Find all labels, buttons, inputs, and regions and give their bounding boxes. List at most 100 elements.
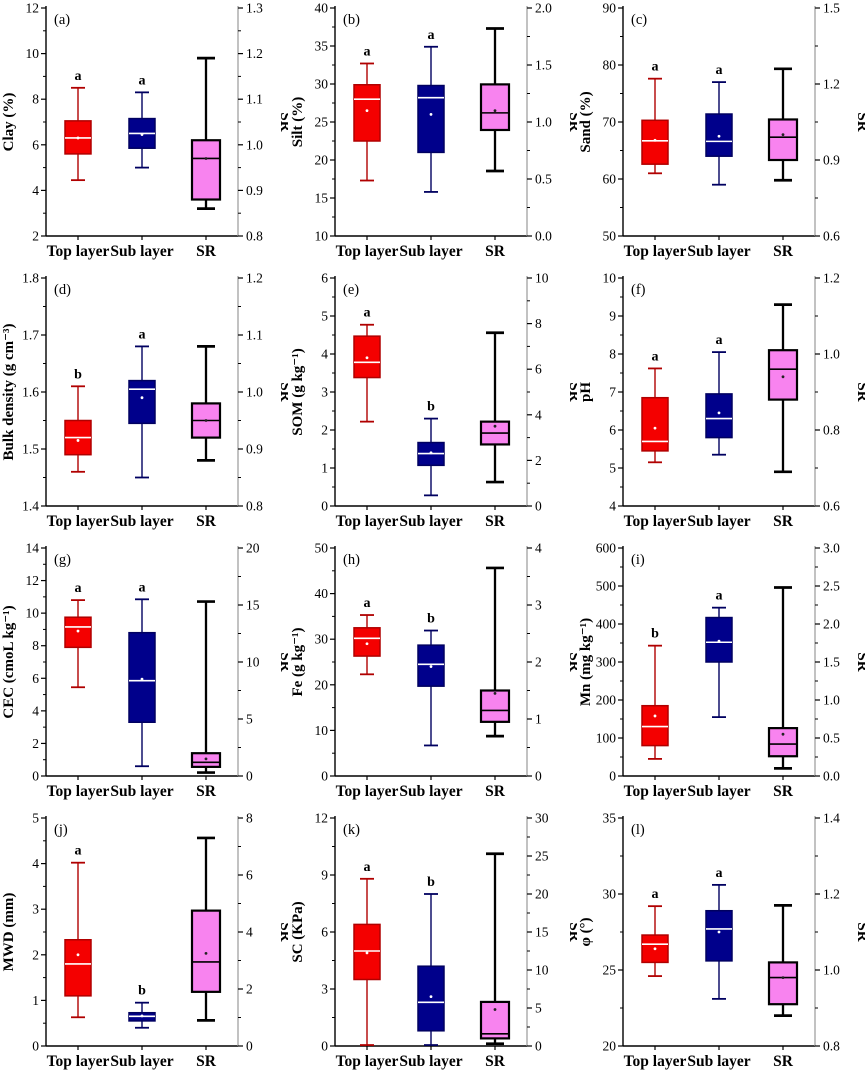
sig-letter: a [139, 73, 146, 88]
left-tick-label: 70 [603, 115, 617, 130]
right-tick-label: 1.0 [823, 693, 840, 708]
iqr-box [190, 909, 222, 993]
iqr-box [128, 379, 156, 425]
left-tick-label: 50 [315, 541, 329, 556]
right-tick-label: 0.8 [246, 229, 263, 244]
left-tick-label: 15 [315, 191, 329, 206]
panel-i-chart: 0 100 200 300 400 500 600 0.0 0.5 1.0 1.5 2.0 2.5 3.0… [578, 541, 866, 801]
right-tick-label: 2 [246, 982, 253, 997]
left-tick-label: 90 [603, 1, 617, 16]
mean-marker [781, 375, 785, 379]
right-tick-label: 1.1 [246, 92, 263, 107]
panel-e: 0 1 2 3 4 5 6 0 2 4 6 8 10 (e) SOM (g kg⁻¹) SR Top layer… [289, 270, 582, 545]
right-tick-label: 0.9 [246, 183, 263, 198]
iqr-box [353, 84, 381, 142]
left-tick-label: 0 [321, 769, 328, 784]
left-axis-title: Silt (%) [290, 97, 306, 147]
mean-marker [204, 419, 208, 422]
panel-h-chart: 0 10 20 30 40 50 0 1 2 3 4 (h) Fe (g kg⁻¹) SR Top laye… [290, 541, 582, 801]
category-label-top-layer: Top layer [624, 783, 687, 800]
left-tick-label: 35 [603, 811, 617, 826]
left-tick-label: 1.7 [22, 328, 39, 343]
left-axis-title: Clay (%) [1, 93, 17, 152]
right-tick-label: 2.0 [535, 1, 552, 16]
left-tick-label: 12 [315, 811, 329, 826]
mean-marker [76, 439, 80, 442]
box-sr [479, 331, 511, 484]
mean-marker [493, 1008, 497, 1011]
category-label-sr: SR [196, 783, 217, 800]
box-top-layer [64, 599, 92, 689]
mean-marker [365, 951, 369, 955]
iqr-box [128, 631, 156, 724]
box-sr [767, 303, 799, 474]
left-axis-title: MWD (mm) [1, 893, 17, 972]
panel-label: (g) [54, 552, 71, 568]
box-sr [767, 904, 799, 1017]
mean-marker [429, 995, 433, 998]
left-tick-label: 9 [321, 868, 328, 883]
left-axis-title: SOM (g kg⁻¹) [290, 348, 306, 435]
right-tick-label: 10 [535, 271, 549, 286]
right-tick-label: 0.8 [823, 423, 840, 438]
left-axis-title: Fe (g kg⁻¹) [290, 627, 306, 696]
left-tick-label: 4 [32, 856, 39, 871]
category-label-sub-layer: Sub layer [687, 783, 750, 800]
category-label-sr: SR [485, 783, 506, 800]
box-sub-layer [417, 629, 445, 747]
right-tick-label: 6 [246, 868, 253, 883]
right-tick-label: 10 [535, 963, 549, 978]
panel-i: 0 100 200 300 400 500 600 0.0 0.5 1.0 1.5 2.0 2.5 3.0… [577, 540, 866, 815]
left-tick-label: 6 [32, 137, 39, 152]
left-tick-label: 3 [321, 385, 328, 400]
box-top-layer [64, 86, 92, 182]
category-label-sr: SR [485, 513, 506, 530]
left-tick-label: 10 [315, 723, 329, 738]
panel-g-chart: 0 2 4 6 8 10 12 14 0 5 10 15 20 (g) CEC (cmoL kg⁻¹) SR T… [1, 541, 293, 801]
category-label-sr: SR [196, 513, 217, 530]
panel-c-chart: 50 60 70 80 90 0.6 0.9 1.2 1.5 (c) Sand (%) SR Top l… [578, 1, 866, 261]
box-top-layer [641, 905, 669, 977]
left-tick-label: 9 [609, 309, 616, 324]
sig-letter: a [716, 333, 723, 348]
box-sub-layer [705, 606, 733, 719]
panel-label: (k) [343, 822, 360, 838]
iqr-box [767, 727, 799, 758]
left-tick-label: 400 [596, 617, 617, 632]
right-tick-label: 1.5 [823, 1, 840, 16]
category-label-top-layer: Top layer [336, 783, 399, 800]
category-label-sub-layer: Sub layer [110, 783, 173, 800]
mean-marker [365, 109, 369, 112]
mean-marker [653, 426, 657, 430]
category-label-top-layer: Top layer [47, 243, 110, 260]
right-tick-label: 25 [535, 849, 549, 864]
mean-marker [717, 930, 721, 934]
sig-letter: a [364, 596, 371, 611]
right-tick-label: 1.2 [823, 887, 840, 902]
right-tick-label: 1.3 [246, 1, 263, 16]
right-axis-title: SR [566, 922, 577, 941]
right-tick-label: 1.0 [246, 385, 263, 400]
box-top-layer [353, 62, 381, 182]
iqr-box [479, 83, 511, 132]
panel-a: 2 4 6 8 10 12 0.8 0.9 1.0 1.1 1.2 1.3 (a) Clay (%) SR T… [0, 0, 293, 275]
box-sr [190, 600, 222, 774]
sig-letter: a [364, 44, 371, 59]
left-tick-label: 10 [26, 46, 40, 61]
iqr-box [417, 84, 445, 154]
left-tick-label: 30 [315, 77, 329, 92]
right-axis-title: SR [277, 112, 288, 131]
right-tick-label: 5 [535, 1001, 542, 1016]
right-tick-label: 20 [246, 541, 260, 556]
sig-letter: b [651, 627, 659, 642]
mean-marker [204, 157, 208, 160]
left-tick-label: 2 [321, 423, 328, 438]
box-sub-layer [417, 417, 445, 497]
right-tick-label: 1.1 [246, 328, 263, 343]
right-axis-title: SR [277, 382, 288, 401]
left-tick-label: 500 [596, 579, 617, 594]
box-top-layer [353, 323, 381, 423]
box-top-layer [64, 385, 92, 473]
right-tick-label: 1.2 [823, 271, 840, 286]
category-label-sub-layer: Sub layer [399, 783, 462, 800]
